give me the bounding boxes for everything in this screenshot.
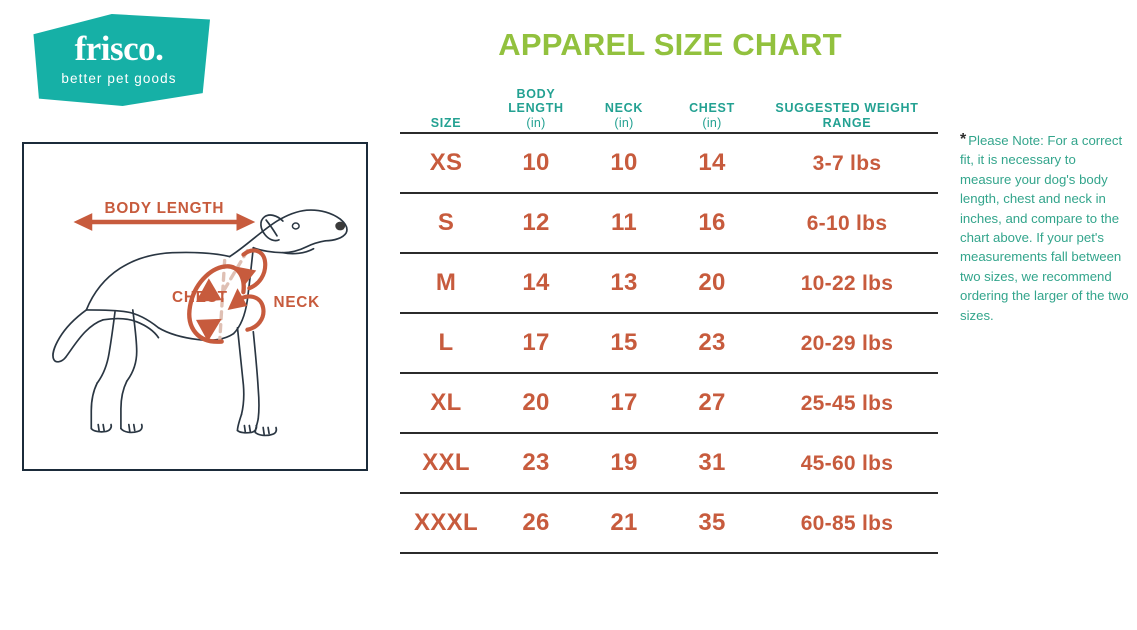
cell-body-length: 23 xyxy=(522,449,550,476)
page-title: APPAREL SIZE CHART xyxy=(498,27,842,62)
diagram-label-chest: CHEST xyxy=(172,289,228,306)
dog-measurement-diagram: BODY LENGTH CHEST NECK xyxy=(22,142,368,471)
cell-neck: 15 xyxy=(610,329,638,356)
cell-weight: 6-10 lbs xyxy=(806,211,888,235)
column-header-body-length: BODY LENGTH (in) xyxy=(492,87,580,130)
column-header-chest: CHEST (in) xyxy=(668,101,756,130)
cell-weight: 45-60 lbs xyxy=(800,451,894,475)
cell-chest: 23 xyxy=(698,329,726,356)
cell-body-length: 20 xyxy=(522,389,550,416)
cell-chest: 14 xyxy=(698,149,726,176)
cell-body-length: 14 xyxy=(522,269,550,296)
cell-neck: 10 xyxy=(610,149,638,176)
column-header-body-length-label: BODY LENGTH xyxy=(508,86,564,116)
column-header-chest-label: CHEST xyxy=(689,101,735,116)
table-row: S 12 11 16 6-10 lbs xyxy=(400,194,938,254)
frisco-logo: frisco. better pet goods xyxy=(28,14,210,106)
table-row: L 17 15 23 20-29 lbs xyxy=(400,314,938,374)
column-header-size: SIZE xyxy=(400,116,492,130)
column-header-size-label: SIZE xyxy=(430,115,462,130)
cell-body-length: 26 xyxy=(522,509,550,536)
column-header-chest-unit: (in) xyxy=(702,115,722,130)
body-length-arrow-icon xyxy=(73,213,256,231)
dog-outline-icon xyxy=(52,209,348,437)
table-row: XXL 23 19 31 45-60 lbs xyxy=(400,434,938,494)
logo-wordmark: frisco. xyxy=(74,29,164,68)
note-text: Please Note: For a correct fit, it is ne… xyxy=(960,133,1129,323)
column-header-weight-range: SUGGESTED WEIGHT RANGE xyxy=(756,101,938,130)
please-note-block: * Please Note: For a correct fit, it is … xyxy=(960,131,1130,325)
cell-chest: 31 xyxy=(698,449,726,476)
cell-neck: 21 xyxy=(610,509,638,536)
table-body: XS 10 10 14 3-7 lbs S 12 11 16 6-10 lbs M 14 13 20 10-… xyxy=(400,132,938,554)
cell-weight: 10-22 lbs xyxy=(800,271,894,295)
logo-tagline: better pet goods xyxy=(61,71,177,86)
cell-size: XL xyxy=(430,389,462,416)
column-header-weight-range-label: SUGGESTED WEIGHT RANGE xyxy=(775,101,919,130)
diagram-label-neck: NECK xyxy=(273,294,320,311)
cell-chest: 35 xyxy=(698,509,726,536)
cell-neck: 19 xyxy=(610,449,638,476)
cell-weight: 20-29 lbs xyxy=(800,331,894,355)
cell-size: M xyxy=(435,269,457,296)
note-asterisk: * xyxy=(960,131,967,148)
diagram-label-body-length: BODY LENGTH xyxy=(105,200,225,217)
table-row: XL 20 17 27 25-45 lbs xyxy=(400,374,938,434)
cell-size: XXXL xyxy=(414,509,478,536)
cell-size: S xyxy=(437,209,455,236)
column-header-neck: NECK (in) xyxy=(580,101,668,130)
table-header-row: SIZE BODY LENGTH (in) NECK (in) CHEST (i… xyxy=(400,84,938,132)
column-header-body-length-unit: (in) xyxy=(526,115,546,130)
cell-size: XXL xyxy=(422,449,470,476)
table-row: M 14 13 20 10-22 lbs xyxy=(400,254,938,314)
cell-chest: 16 xyxy=(698,209,726,236)
cell-body-length: 17 xyxy=(522,329,550,356)
cell-chest: 20 xyxy=(698,269,726,296)
apparel-size-table: SIZE BODY LENGTH (in) NECK (in) CHEST (i… xyxy=(400,84,938,554)
logo-badge-shape xyxy=(33,14,210,106)
cell-chest: 27 xyxy=(698,389,726,416)
column-header-neck-label: NECK xyxy=(604,101,644,116)
cell-neck: 11 xyxy=(611,209,637,236)
cell-body-length: 12 xyxy=(522,209,550,236)
cell-size: XS xyxy=(429,149,463,176)
cell-size: L xyxy=(438,329,454,356)
cell-weight: 3-7 lbs xyxy=(812,151,882,175)
cell-weight: 60-85 lbs xyxy=(800,511,894,535)
table-row: XS 10 10 14 3-7 lbs xyxy=(400,134,938,194)
neck-measure-loop-icon xyxy=(227,248,268,332)
measurement-guide-lines-icon xyxy=(218,249,250,344)
cell-neck: 17 xyxy=(610,389,638,416)
cell-neck: 13 xyxy=(610,269,638,296)
table-row: XXXL 26 21 35 60-85 lbs xyxy=(400,494,938,554)
column-header-neck-unit: (in) xyxy=(614,115,634,130)
cell-body-length: 10 xyxy=(522,149,550,176)
cell-weight: 25-45 lbs xyxy=(800,391,894,415)
